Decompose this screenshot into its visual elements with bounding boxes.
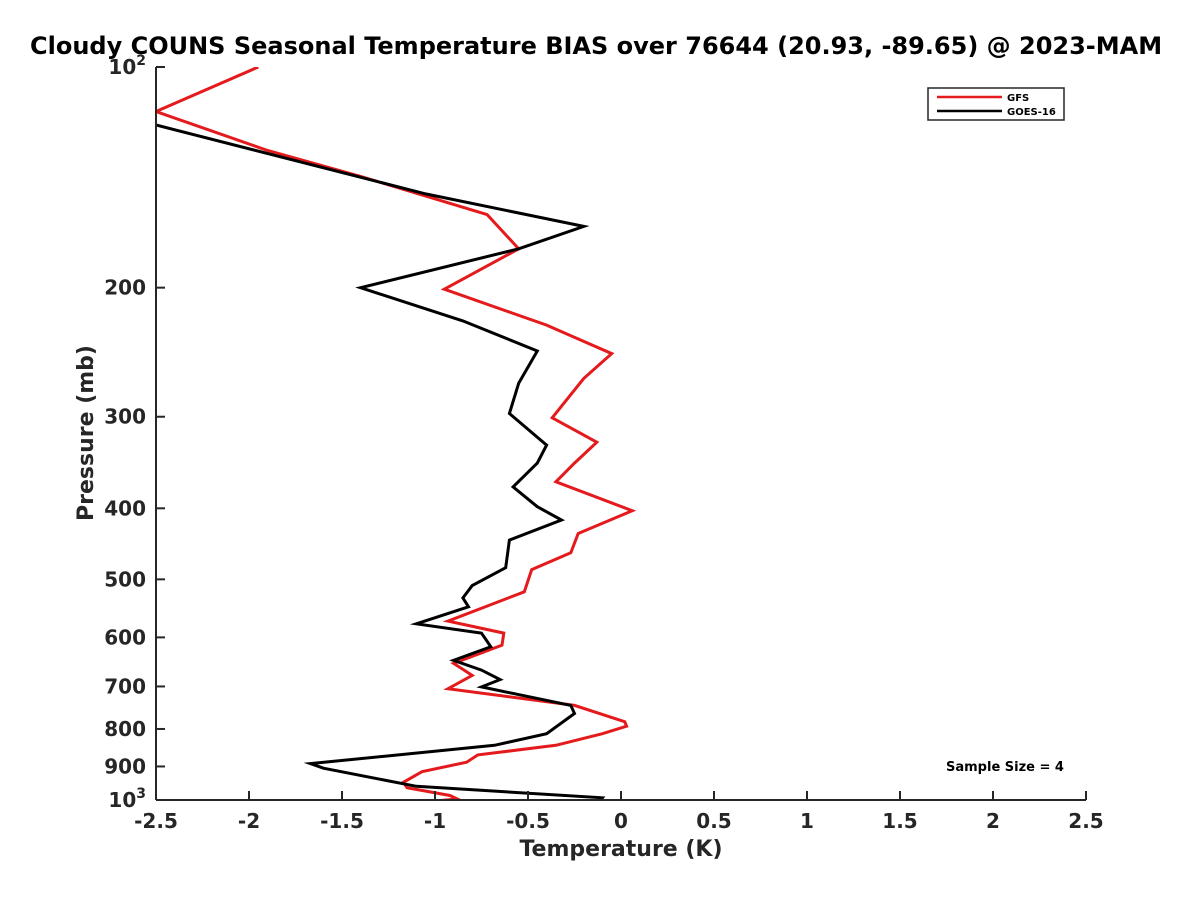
- x-axis-label: Temperature (K): [519, 837, 722, 862]
- x-tick-label: -1.5: [320, 809, 364, 833]
- series-line-gfs: [156, 67, 637, 800]
- x-tick-label: -2.5: [134, 809, 178, 833]
- sample-size-annotation: Sample Size = 4: [946, 760, 1064, 775]
- x-axis-ticks: -2.5 -2 -1.5 -1 -0.5 0 0.5 1 1.5 2 2.5: [134, 791, 1104, 833]
- y-tick-label: 500: [104, 567, 146, 591]
- x-tick-label: 0: [614, 809, 628, 833]
- x-tick-label: -1: [424, 809, 446, 833]
- legend-label: GFS: [1007, 93, 1029, 104]
- y-tick-label: 300: [104, 405, 146, 429]
- legend: GFS GOES-16: [927, 87, 1065, 121]
- y-tick-label: 600: [104, 625, 146, 649]
- x-tick-label: 2.5: [1068, 809, 1103, 833]
- legend-entries: GFS GOES-16: [937, 93, 1056, 118]
- y-tick-label: 103: [108, 786, 146, 812]
- y-tick-base: 10: [108, 55, 136, 79]
- series-line-goes-16: [156, 123, 606, 800]
- y-tick-exponent: 2: [136, 53, 146, 69]
- y-tick-label: 900: [104, 754, 146, 778]
- y-tick-label: 400: [104, 496, 146, 520]
- y-tick-label: 200: [104, 276, 146, 300]
- y-tick-base: 10: [108, 788, 136, 812]
- x-tick-label: -0.5: [506, 809, 550, 833]
- x-tick-label: -2: [238, 809, 260, 833]
- y-tick-label: 700: [104, 674, 146, 698]
- x-tick-label: 1: [800, 809, 814, 833]
- x-tick-label: 2: [986, 809, 1000, 833]
- chart-title: Cloudy COUNS Seasonal Temperature BIAS o…: [30, 32, 1162, 60]
- y-tick-label: 800: [104, 717, 146, 741]
- series-layer: [156, 67, 637, 800]
- y-tick-exponent: 3: [136, 786, 146, 802]
- y-tick-label: 102: [108, 53, 146, 79]
- legend-box: [927, 87, 1065, 121]
- x-tick-label: 0.5: [696, 809, 731, 833]
- y-axis-label: Pressure (mb): [74, 345, 99, 521]
- x-tick-label: 1.5: [882, 809, 917, 833]
- legend-label: GOES-16: [1007, 107, 1056, 118]
